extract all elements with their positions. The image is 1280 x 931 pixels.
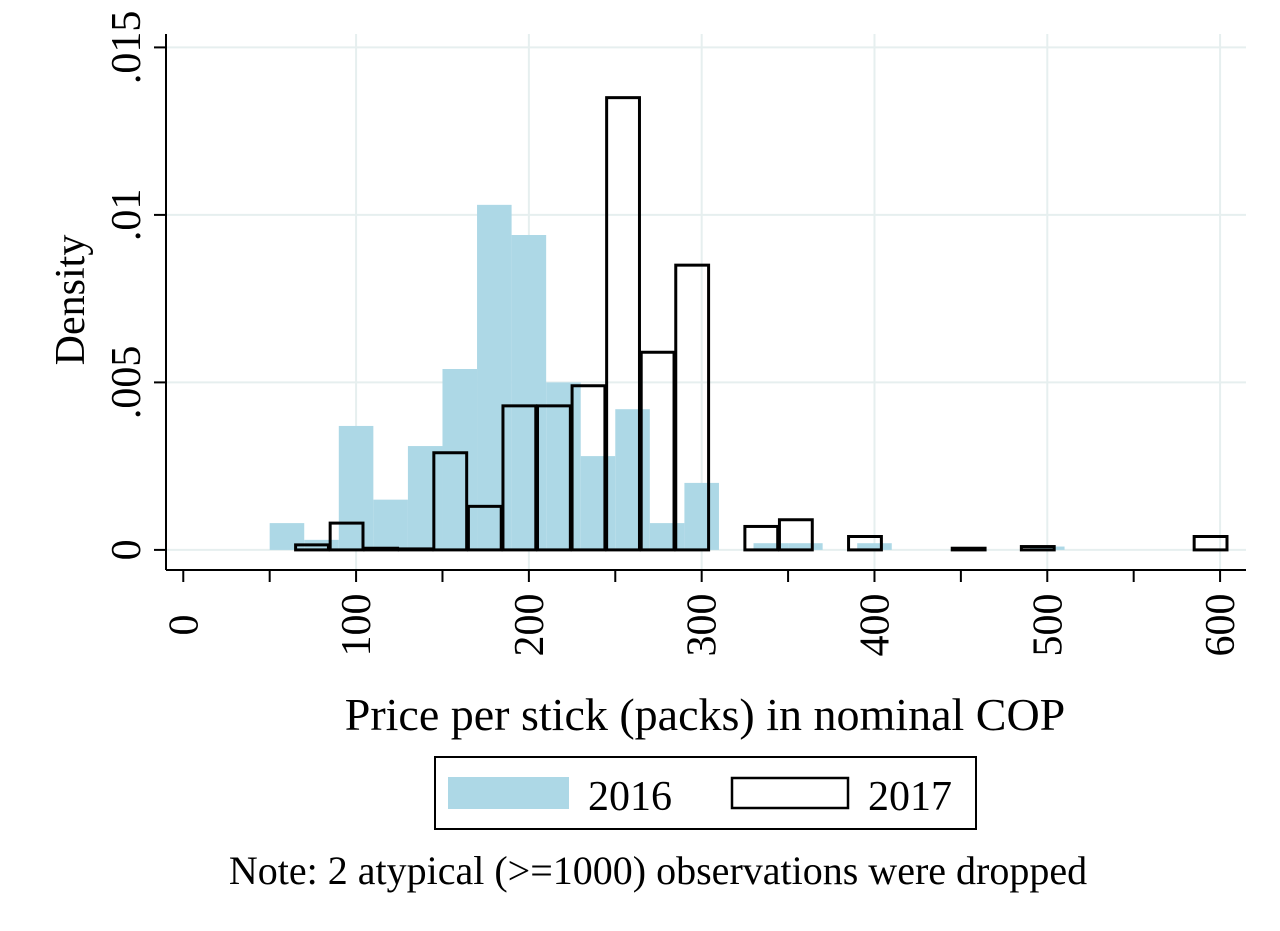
bar-2016-5 [442, 369, 478, 550]
chart-note: Note: 2 atypical (>=1000) observations w… [229, 848, 1087, 893]
x-tick-label-200: 200 [507, 594, 553, 657]
bar-2017-7 [536, 404, 572, 552]
bar-2016-15 [857, 543, 892, 550]
bar-2017-14 [847, 535, 883, 552]
x-tick-label-500: 500 [1025, 594, 1071, 657]
legend-swatch-2017 [730, 776, 850, 810]
bar-2016-14 [788, 543, 823, 550]
x-tick-label-0: 0 [161, 615, 207, 636]
bar-2016-16 [1030, 546, 1065, 550]
bar-2016-8 [546, 382, 581, 550]
legend: 2016 2017 [434, 756, 977, 830]
bar-2017-15 [950, 546, 987, 552]
bar-2017-16 [1019, 545, 1056, 552]
bar-2016-4 [407, 446, 443, 550]
x-axis-label: Price per stick (packs) in nominal COP [345, 689, 1066, 740]
series-2016-bars [269, 204, 1065, 550]
y-axis-label: Density [48, 235, 94, 366]
legend-label-2017: 2017 [868, 774, 952, 820]
y-tick-label-1: .005 [104, 346, 150, 420]
x-tick-label-100: 100 [334, 594, 380, 657]
y-tick-label-2: .01 [104, 189, 150, 242]
bar-2017-0 [294, 543, 330, 552]
bar-2017-12 [743, 524, 780, 552]
axes: 0 .005 .01 .015 0 100 200 300 400 500 600 [104, 11, 1246, 657]
bar-2016-3 [373, 499, 408, 550]
legend-swatch-2016 [448, 777, 569, 809]
bar-2016-7 [511, 235, 547, 550]
bar-2016-9 [580, 456, 616, 550]
x-tick-label-600: 600 [1198, 594, 1244, 657]
bar-2016-11 [649, 523, 685, 550]
bar-2017-11 [674, 263, 711, 552]
bar-2017-2 [363, 546, 400, 552]
y-tick-label-0: 0 [104, 539, 150, 560]
y-tick-label-3: .015 [104, 11, 150, 85]
series-2017-bars [294, 96, 1229, 552]
bar-2016-12 [684, 482, 719, 550]
bar-2017-4 [432, 451, 469, 552]
bar-2016-13 [753, 543, 789, 550]
bar-2017-1 [328, 521, 365, 552]
bar-2016-2 [338, 425, 374, 550]
bar-2016-10 [615, 409, 650, 550]
legend-label-2016: 2016 [588, 774, 672, 820]
bar-2017-13 [777, 518, 814, 552]
bar-2017-6 [501, 404, 538, 552]
bar-2017-8 [570, 384, 607, 552]
bar-2016-6 [477, 204, 512, 550]
bar-2017-9 [605, 96, 641, 552]
bar-2017-17 [1192, 535, 1229, 552]
x-tick-label-300: 300 [680, 594, 726, 657]
bar-2017-3 [397, 547, 434, 552]
x-tick-label-400: 400 [852, 594, 898, 657]
bar-2017-5 [466, 504, 503, 552]
bar-2017-10 [639, 350, 676, 552]
